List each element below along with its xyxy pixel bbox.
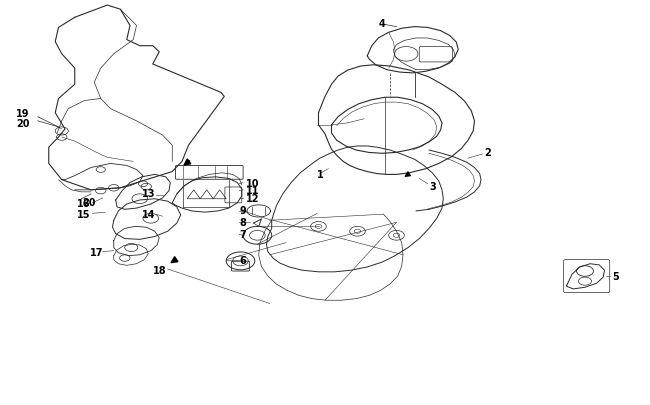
Text: 2: 2: [484, 148, 491, 158]
Text: 18: 18: [153, 266, 166, 275]
Text: 3: 3: [429, 181, 436, 191]
Text: 13: 13: [142, 189, 155, 198]
Text: 1: 1: [317, 169, 324, 179]
Text: 20: 20: [16, 119, 30, 128]
Text: 9: 9: [239, 206, 246, 215]
Text: 15: 15: [77, 210, 90, 220]
Text: 17: 17: [90, 247, 103, 257]
Text: 20: 20: [83, 198, 96, 207]
Text: 8: 8: [239, 218, 246, 228]
Text: 7: 7: [239, 230, 246, 240]
Text: 10: 10: [246, 178, 259, 188]
Text: 6: 6: [239, 256, 246, 265]
Text: 4: 4: [378, 19, 385, 28]
Text: 19: 19: [16, 109, 30, 119]
Text: 12: 12: [246, 194, 259, 203]
Text: 16: 16: [77, 198, 90, 208]
Text: 14: 14: [142, 210, 155, 220]
Text: 11: 11: [246, 185, 259, 195]
Text: 5: 5: [612, 271, 619, 281]
